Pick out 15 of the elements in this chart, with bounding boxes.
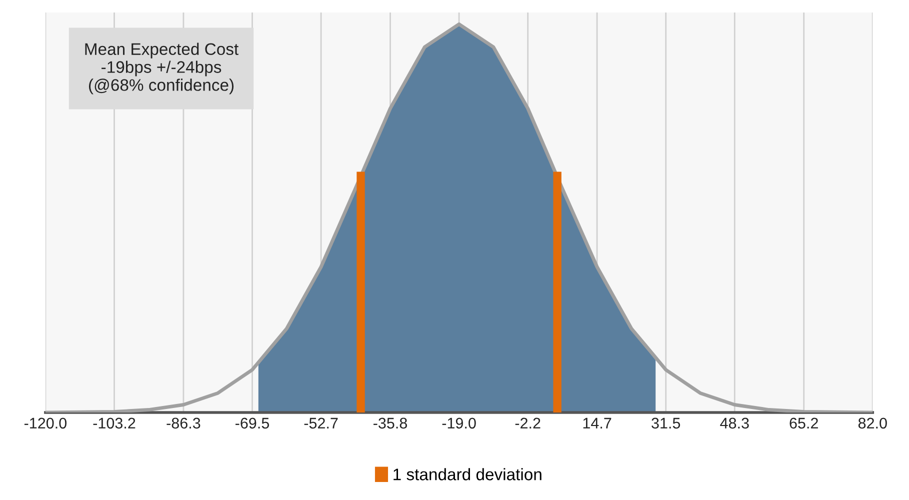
annotation: Mean Expected Cost -19bps +/-24bps (@68% confidence): [85, 42, 238, 94]
x-tick-label: -35.8: [374, 418, 407, 429]
x-tick-label: -86.3: [166, 418, 200, 429]
x-tick-label: -52.7: [304, 418, 338, 429]
x-tick-label: -19.0: [442, 418, 476, 429]
x-tick-label: -103.2: [93, 418, 136, 429]
x-tick-label: 65.2: [790, 418, 818, 429]
x-tick-label: 82.0: [858, 418, 887, 429]
legend-label: 1 standard deviation: [394, 468, 542, 480]
x-tick-label: 31.5: [652, 418, 680, 429]
x-tick-label: -2.2: [515, 418, 540, 428]
x-tick-label: 14.7: [583, 418, 612, 428]
x-tick-label: -120.0: [24, 418, 67, 429]
x-tick-label: 48.3: [720, 418, 749, 429]
x-tick-label: -69.5: [236, 418, 270, 429]
